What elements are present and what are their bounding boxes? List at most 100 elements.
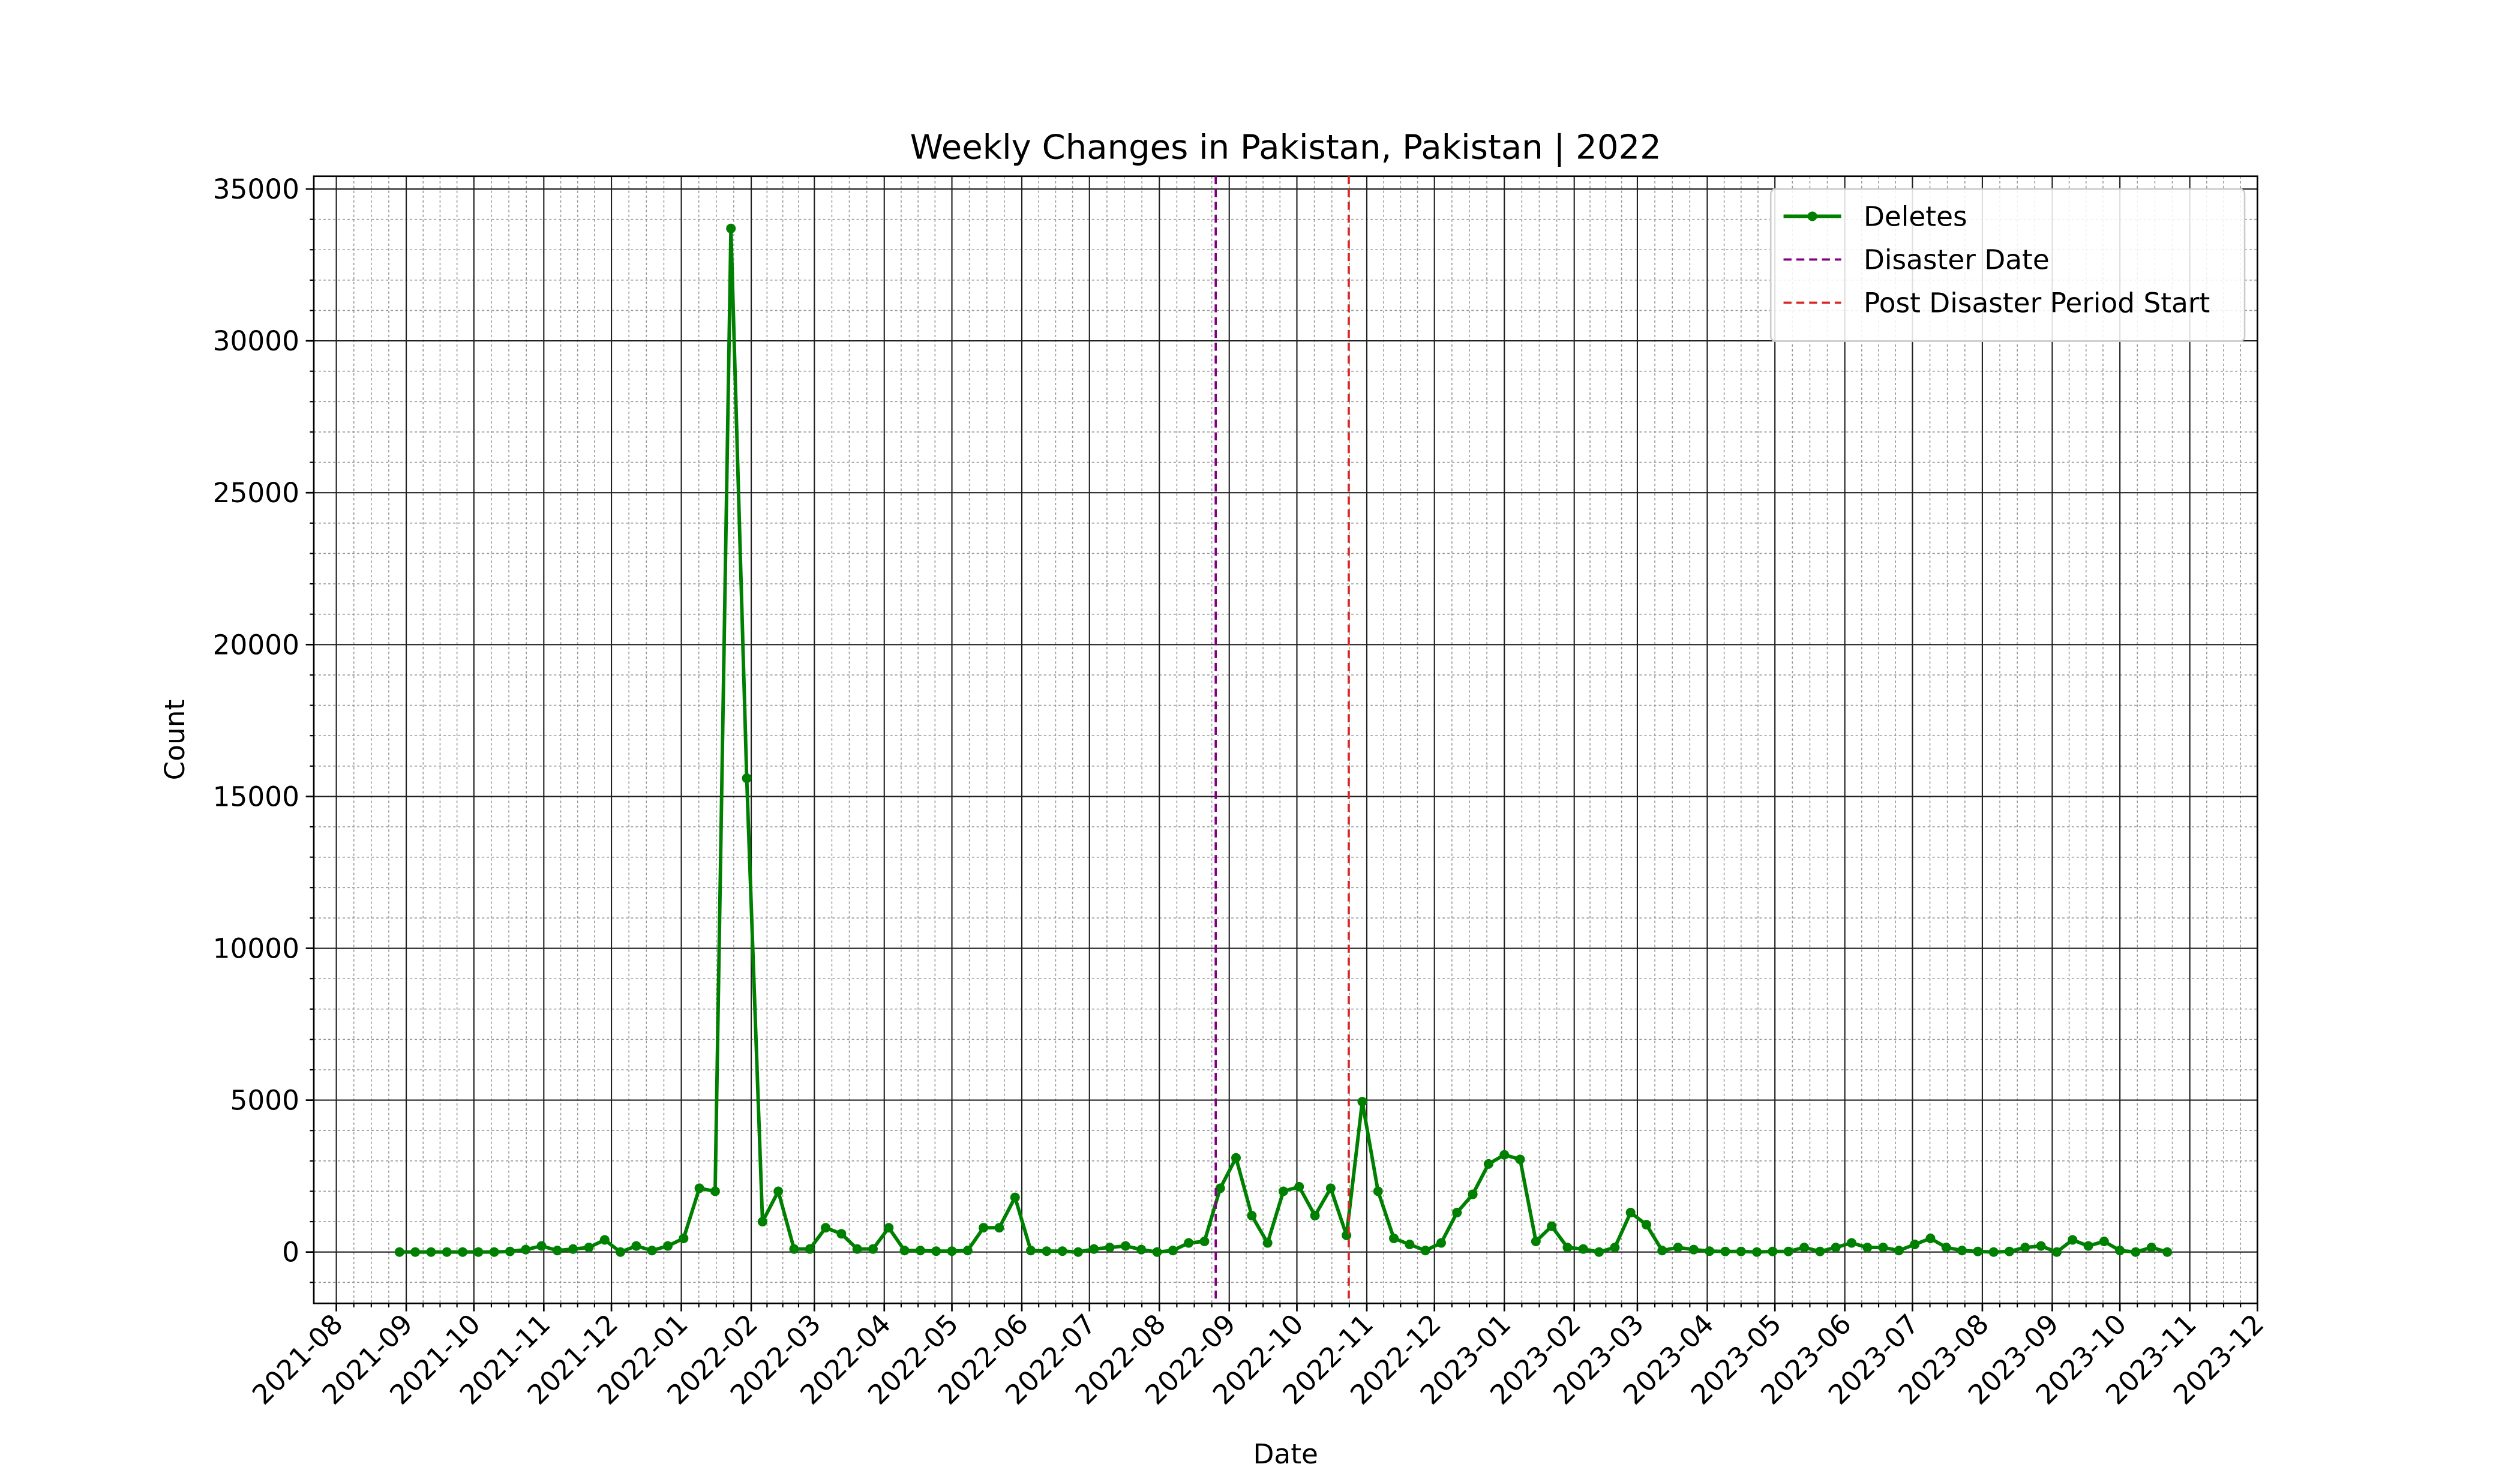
data-point [979,1223,989,1233]
data-point [1499,1150,1510,1160]
data-point [1925,1233,1936,1243]
data-point [1720,1246,1730,1256]
data-point [1799,1243,1810,1253]
data-point [805,1244,815,1254]
data-point [1010,1192,1020,1202]
data-point [2099,1236,2109,1247]
data-point [1846,1238,1856,1248]
chart-title: Weekly Changes in Pakistan, Pakistan | 2… [910,128,1661,167]
legend-label: Post Disaster Period Start [1864,287,2210,319]
data-point [1199,1236,1210,1247]
data-point [679,1233,689,1243]
data-point [616,1247,626,1257]
data-point [1120,1241,1130,1251]
data-point [442,1247,452,1257]
data-point [1184,1238,1194,1248]
data-point [2162,1247,2173,1257]
data-point [884,1223,894,1233]
data-point [552,1246,562,1256]
data-point [1641,1220,1651,1230]
data-point [394,1247,404,1257]
legend-label: Deletes [1864,200,1967,232]
legend-label: Disaster Date [1864,244,2050,276]
y-tick-label: 5000 [230,1085,299,1117]
data-point [1468,1189,1478,1199]
data-point [2020,1243,2030,1253]
y-tick-label: 30000 [213,325,299,357]
data-point [1420,1246,1430,1256]
data-point [1373,1186,1383,1196]
y-tick-label: 35000 [213,173,299,205]
data-point [1073,1247,1083,1257]
data-point [1168,1246,1178,1256]
data-point [505,1246,515,1256]
legend-box [1769,188,2246,342]
data-point [489,1247,499,1257]
data-point [1688,1244,1699,1255]
data-point [2068,1235,2078,1245]
y-tick-label: 0 [282,1237,299,1268]
data-point [1657,1246,1667,1256]
data-point [1625,1207,1636,1217]
data-point [1705,1246,1715,1256]
data-point [458,1247,468,1257]
data-point [1278,1186,1288,1196]
data-point [1673,1243,1683,1253]
y-tick-label: 25000 [213,477,299,509]
data-point [2051,1247,2062,1257]
data-point [757,1217,767,1227]
data-point [947,1246,957,1256]
data-point [1862,1243,1873,1253]
data-point [1547,1221,1557,1231]
data-point [410,1247,421,1257]
data-point [1831,1243,1841,1253]
data-point [821,1223,831,1233]
data-point [2131,1247,2141,1257]
data-point [599,1235,610,1245]
data-point [1941,1243,1951,1253]
data-point [915,1246,925,1256]
data-point [1026,1246,1036,1256]
data-point [710,1186,720,1196]
legend: Deletes Disaster Date Post Disaster Period… [1769,188,2246,342]
x-axis-label: Date [1253,1438,1318,1470]
data-point [647,1246,657,1256]
data-point [1562,1243,1573,1253]
data-line [399,226,2168,1254]
data-point [1910,1240,1920,1250]
data-point [694,1183,704,1193]
plot-frame [313,175,2258,1304]
data-point [1105,1243,1115,1253]
data-point [899,1246,910,1256]
data-point [962,1246,973,1256]
data-point [1878,1243,1888,1253]
data-point [1531,1236,1541,1247]
data-point [584,1243,594,1253]
data-point [426,1247,436,1257]
data-point [1152,1247,1162,1257]
data-point [521,1244,531,1255]
data-point [2115,1246,2125,1256]
data-point [1973,1246,1983,1256]
data-point [836,1229,847,1239]
data-point [1768,1246,1778,1256]
data-point [1894,1246,1904,1256]
data-point [1089,1244,1099,1254]
data-point [1815,1246,1825,1256]
data-point [2036,1241,2046,1251]
data-point [2146,1243,2156,1253]
data-point [662,1241,673,1251]
data-point [473,1247,484,1257]
data-point [1262,1238,1273,1248]
data-point [1483,1159,1493,1169]
data-point [1515,1154,1525,1165]
y-tick-label: 10000 [213,933,299,965]
data-point [1042,1246,1052,1256]
data-point [773,1186,784,1196]
data-point [1215,1183,1225,1193]
data-point [1594,1247,1604,1257]
data-point [726,223,736,233]
y-tick-label: 15000 [213,781,299,812]
data-point [568,1244,578,1254]
